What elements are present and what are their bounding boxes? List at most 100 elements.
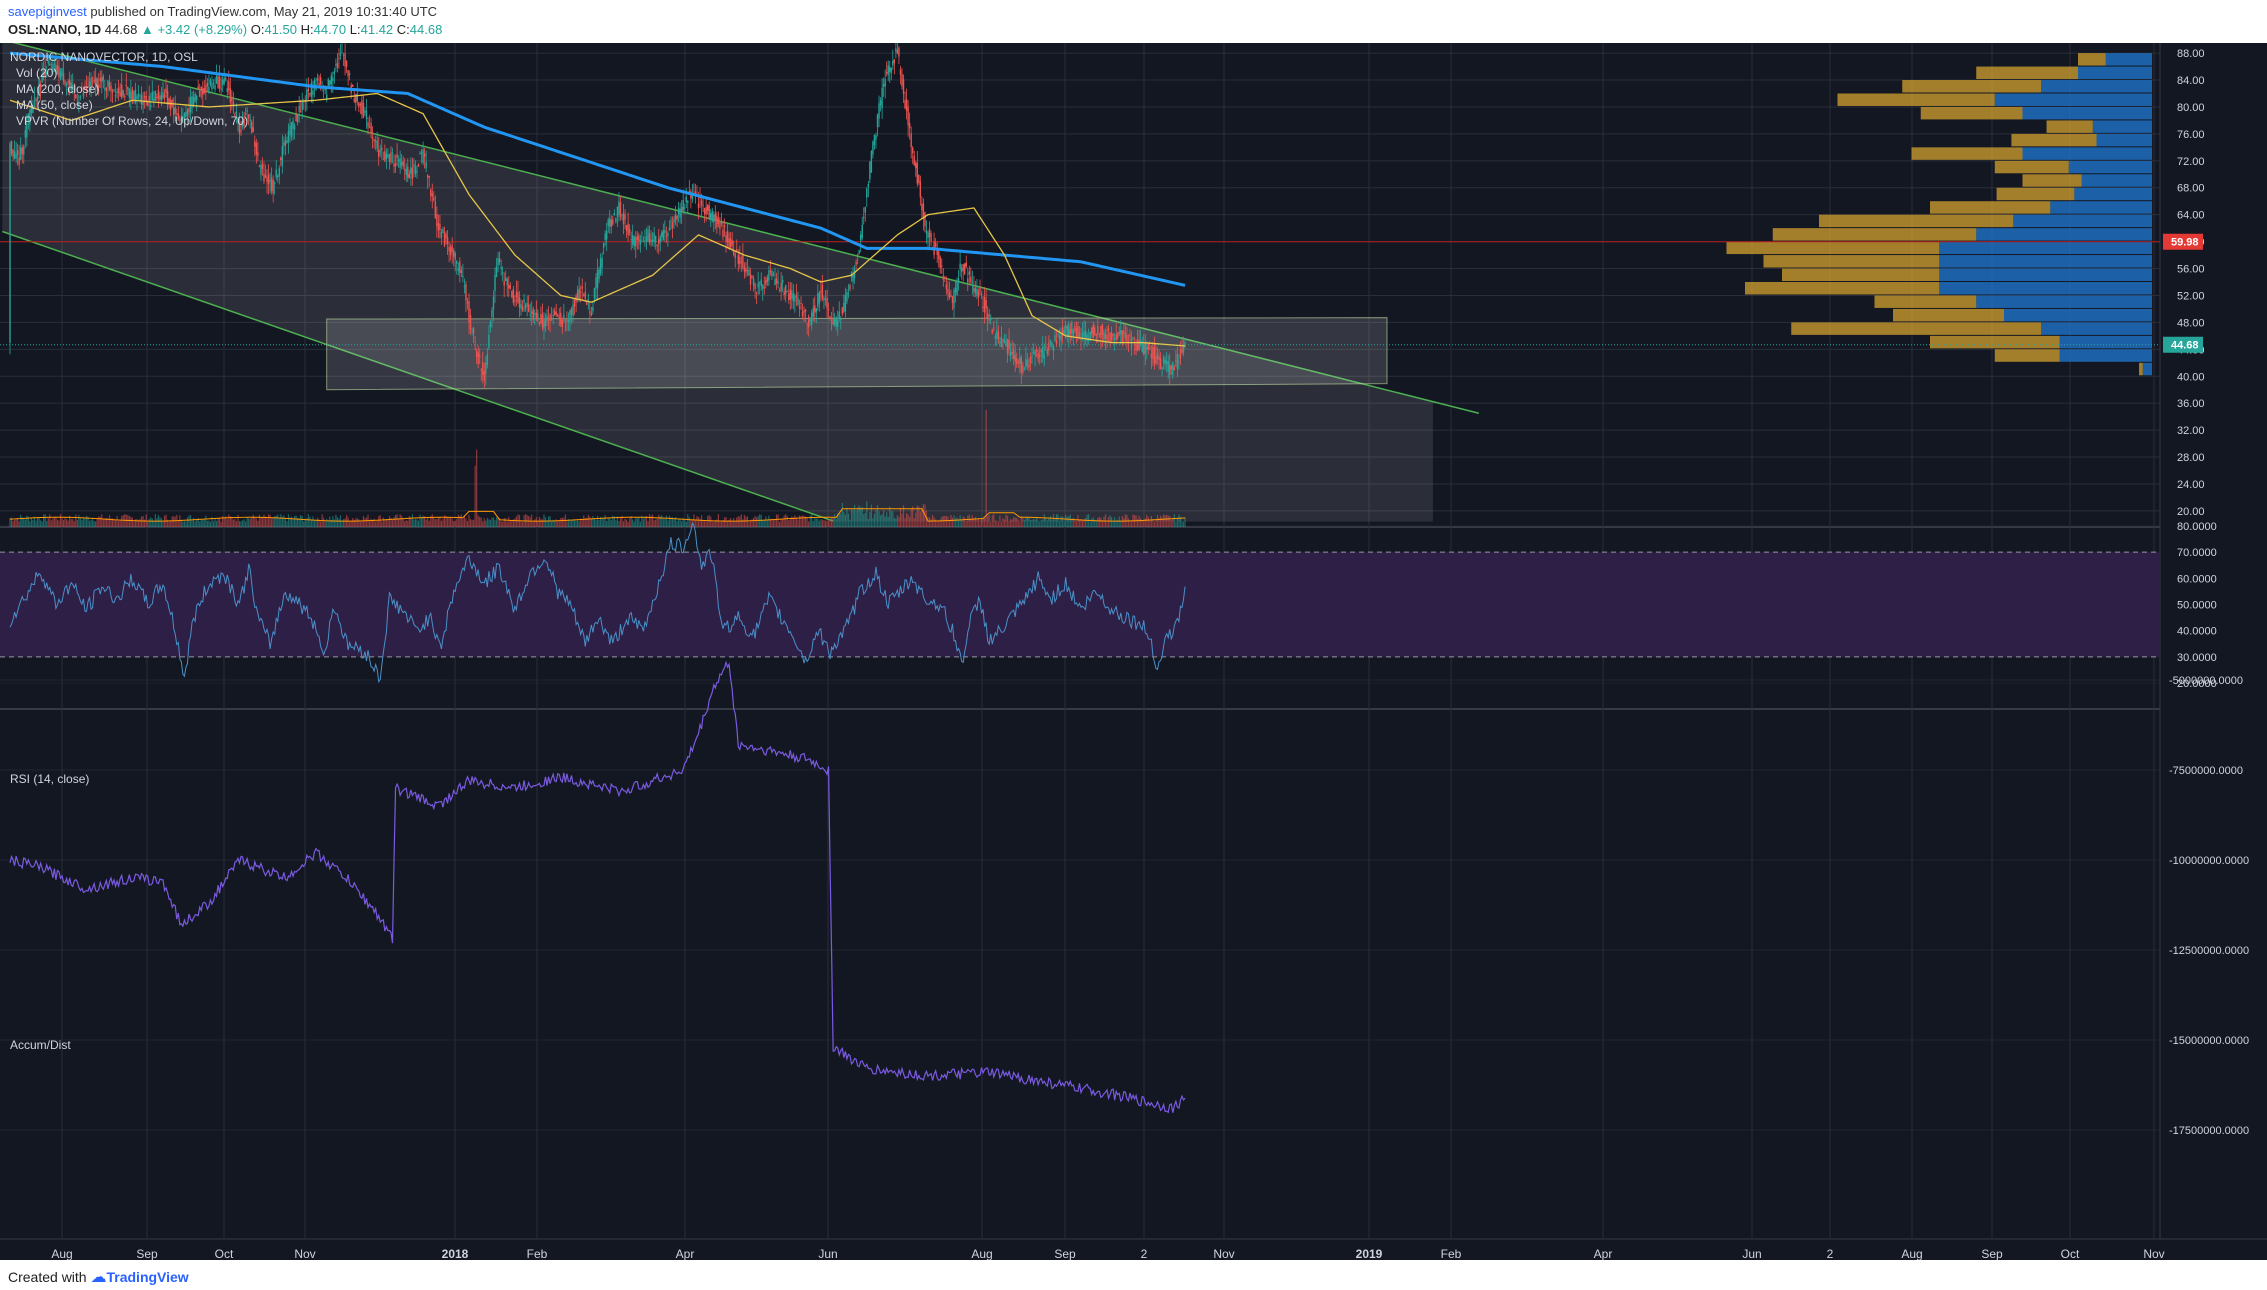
volume-bar	[119, 519, 121, 527]
volume-bar	[212, 521, 215, 527]
price-pane[interactable]	[0, 43, 2160, 527]
candle-body	[783, 291, 785, 296]
candle-body	[318, 83, 320, 88]
candle-body	[959, 263, 961, 270]
x-tick-label: Nov	[2143, 1247, 2164, 1260]
candle-body	[1147, 342, 1150, 351]
candle-body	[549, 314, 551, 322]
rsi-pane[interactable]	[0, 522, 2160, 684]
candle-body	[970, 276, 972, 283]
volume-profile-up-bar	[2050, 201, 2152, 214]
candle-body	[414, 166, 417, 175]
candle-body	[746, 269, 749, 271]
volume-profile-down-bar	[1930, 335, 2060, 349]
volume-bar	[104, 518, 106, 527]
volume-bar	[64, 517, 66, 527]
volume-profile-down-bar	[2139, 362, 2143, 376]
candle-body	[748, 269, 750, 276]
volume-bar	[748, 521, 750, 527]
volume-bar	[872, 518, 874, 527]
candle-body	[830, 322, 833, 324]
candle-body	[339, 53, 342, 56]
volume-bar	[652, 514, 654, 527]
volume-bar	[678, 518, 680, 527]
volume-bar	[616, 516, 619, 527]
chart-canvas[interactable]: Aug Sep Oct Nov 2018 Feb Apr Jun Aug Sep 2 Nov 2019 F…	[0, 43, 2267, 1260]
volume-bar	[434, 519, 436, 527]
candle-body	[702, 205, 704, 207]
candle-body	[994, 336, 997, 339]
volume-bar	[1156, 515, 1159, 527]
volume-bar	[653, 520, 655, 527]
volume-bar	[326, 518, 328, 527]
volume-bar	[177, 520, 179, 527]
volume-bar	[529, 517, 531, 527]
volume-bar	[933, 517, 935, 527]
candle-body	[612, 219, 614, 225]
volume-bar	[895, 518, 897, 527]
volume-profile-up-bar	[2078, 66, 2152, 80]
candle-body	[93, 79, 95, 83]
volume-bar	[459, 515, 461, 527]
candle-body	[127, 86, 129, 90]
candle-body	[971, 282, 974, 284]
volume-bar	[679, 518, 681, 527]
candle-body	[373, 139, 375, 142]
volume-profile-up-bar	[1994, 93, 2152, 106]
candle-body	[53, 63, 56, 66]
volume-profile-up-bar	[2105, 53, 2152, 66]
volume-bar	[41, 521, 43, 527]
candle-body	[283, 142, 285, 146]
candle-body	[885, 72, 888, 74]
volume-bar	[1060, 516, 1062, 527]
volume-bar	[194, 521, 196, 527]
candle-body	[1000, 337, 1003, 348]
candle-body	[220, 88, 222, 90]
candle-body	[316, 78, 319, 81]
candle-body	[113, 89, 115, 91]
volume-bar	[95, 521, 97, 527]
candle-body	[270, 177, 273, 192]
volume-bar	[857, 507, 859, 527]
candle-body	[912, 147, 914, 154]
volume-bar	[235, 521, 238, 527]
volume-bar	[1163, 514, 1165, 527]
accum-dist-pane[interactable]	[9, 660, 1186, 1114]
x-tick-label: Jun	[1742, 1247, 1761, 1260]
volume-bar	[936, 520, 938, 527]
volume-bar	[1184, 517, 1186, 527]
volume-bar	[352, 518, 354, 527]
x-tick-label: Sep	[1981, 1247, 2003, 1260]
volume-bar	[977, 518, 980, 527]
volume-bar	[208, 520, 210, 527]
candle-body	[644, 240, 646, 242]
username-link[interactable]: savepiginvest	[8, 4, 87, 19]
volume-bar	[726, 520, 729, 527]
candle-body	[402, 161, 404, 167]
volume-bar	[220, 521, 222, 527]
volume-bar	[451, 518, 453, 527]
volume-bar	[454, 520, 456, 527]
volume-bar	[593, 518, 596, 527]
volume-bar	[1182, 521, 1185, 527]
candle-body	[426, 174, 429, 178]
volume-bar	[601, 518, 603, 527]
y-tick-label: 80.00	[2177, 102, 2205, 114]
candle-body	[9, 143, 11, 343]
volume-bar	[483, 518, 485, 527]
volume-bar	[916, 505, 918, 527]
candle-body	[980, 294, 983, 296]
candle-body	[583, 294, 585, 297]
candle-body	[497, 258, 499, 266]
volume-bar	[615, 520, 617, 527]
candle-body	[818, 292, 821, 304]
volume-bar	[547, 516, 550, 527]
volume-bar	[13, 519, 16, 527]
tradingview-brand-link[interactable]: TradingView	[106, 1269, 189, 1285]
candle-body	[440, 231, 443, 238]
volume-bar	[32, 519, 34, 527]
candle-body	[82, 93, 85, 97]
volume-bar	[876, 505, 879, 527]
candle-body	[381, 147, 383, 151]
candle-body	[1087, 339, 1090, 341]
